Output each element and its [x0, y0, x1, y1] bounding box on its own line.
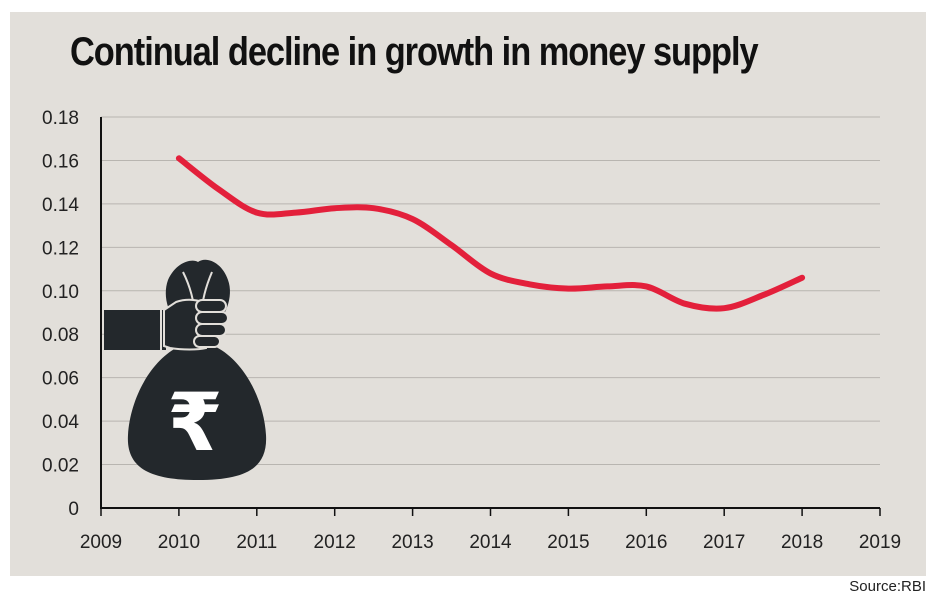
y-tick-label: 0.02	[42, 456, 79, 477]
axes	[100, 117, 881, 516]
x-axis-tick-labels: 2009 2010 2011 2012 2013 2014 2015 2016 2017 2018…	[80, 532, 901, 553]
series-group	[175, 155, 806, 312]
y-tick-label: 0.18	[42, 108, 79, 129]
x-tick-label: 2014	[469, 532, 512, 553]
y-axis-tick-labels: 0 0.02 0.04 0.06 0.08 0.10 0.12 0.14 0.16 0.18	[42, 108, 79, 520]
y-tick-label: 0.04	[42, 412, 79, 433]
source-note: Source:RBI	[849, 578, 926, 595]
y-tick-label: 0.10	[42, 282, 79, 303]
rupee-symbol: ₹	[167, 376, 223, 469]
y-tick-label: 0.12	[42, 238, 79, 259]
x-tick-label: 2011	[236, 532, 277, 553]
x-tick-label: 2017	[703, 532, 745, 553]
x-tick-label: 2018	[781, 532, 823, 553]
x-tick-label: 2016	[625, 532, 667, 553]
x-tick-label: 2013	[391, 532, 433, 553]
chart-title: Continual decline in growth in money sup…	[70, 30, 759, 74]
x-tick-label: 2019	[859, 532, 901, 553]
x-tick-label: 2010	[158, 532, 200, 553]
x-tick-label: 2009	[80, 532, 122, 553]
money-bag-rupee-icon: ₹	[104, 259, 267, 480]
y-tick-label: 0.14	[42, 195, 79, 216]
x-tick-label: 2015	[547, 532, 589, 553]
series-line	[175, 155, 806, 312]
y-tick-label: 0.08	[42, 325, 79, 346]
y-tick-label: 0.16	[42, 151, 79, 172]
y-tick-label: 0.06	[42, 369, 79, 390]
x-tick-label: 2012	[314, 532, 356, 553]
y-tick-label: 0	[68, 499, 79, 520]
